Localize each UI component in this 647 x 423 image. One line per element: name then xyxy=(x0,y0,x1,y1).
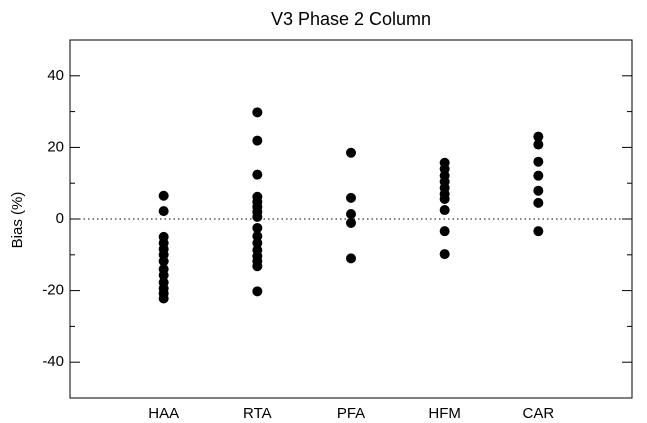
y-tick-label: -20 xyxy=(42,282,64,299)
point xyxy=(439,249,450,260)
point xyxy=(533,139,544,150)
point xyxy=(158,270,169,281)
point xyxy=(252,237,263,248)
point xyxy=(533,156,544,167)
x-tick-label: PFA xyxy=(337,405,365,422)
point xyxy=(533,170,544,181)
point xyxy=(158,190,169,201)
point xyxy=(252,107,263,118)
point xyxy=(158,256,169,267)
x-tick-label: HAA xyxy=(148,405,179,422)
point xyxy=(252,261,263,272)
point xyxy=(439,205,450,216)
point xyxy=(533,185,544,196)
point xyxy=(346,147,356,158)
x-tick-label: HFM xyxy=(428,405,461,422)
y-tick-label: 0 xyxy=(56,210,64,227)
y-tick-label: 20 xyxy=(47,138,64,155)
point xyxy=(346,253,356,264)
y-tick-label: -40 xyxy=(42,353,64,370)
point xyxy=(252,286,263,297)
y-tick-label: 40 xyxy=(47,67,64,84)
y-axis-label: Bias (%) xyxy=(9,192,26,249)
point xyxy=(346,208,356,219)
point xyxy=(252,169,263,180)
point xyxy=(533,226,544,237)
point xyxy=(439,226,450,237)
point xyxy=(158,206,169,217)
x-tick-label: RTA xyxy=(243,405,272,422)
chart-title: V3 Phase 2 Column xyxy=(271,9,431,29)
point xyxy=(158,293,169,304)
point xyxy=(252,211,263,222)
point xyxy=(346,192,356,203)
x-tick-label: CAR xyxy=(522,405,554,422)
point xyxy=(346,217,356,228)
point xyxy=(252,135,263,146)
point xyxy=(252,222,263,233)
point xyxy=(533,131,544,142)
point xyxy=(533,197,544,208)
point xyxy=(439,193,450,204)
